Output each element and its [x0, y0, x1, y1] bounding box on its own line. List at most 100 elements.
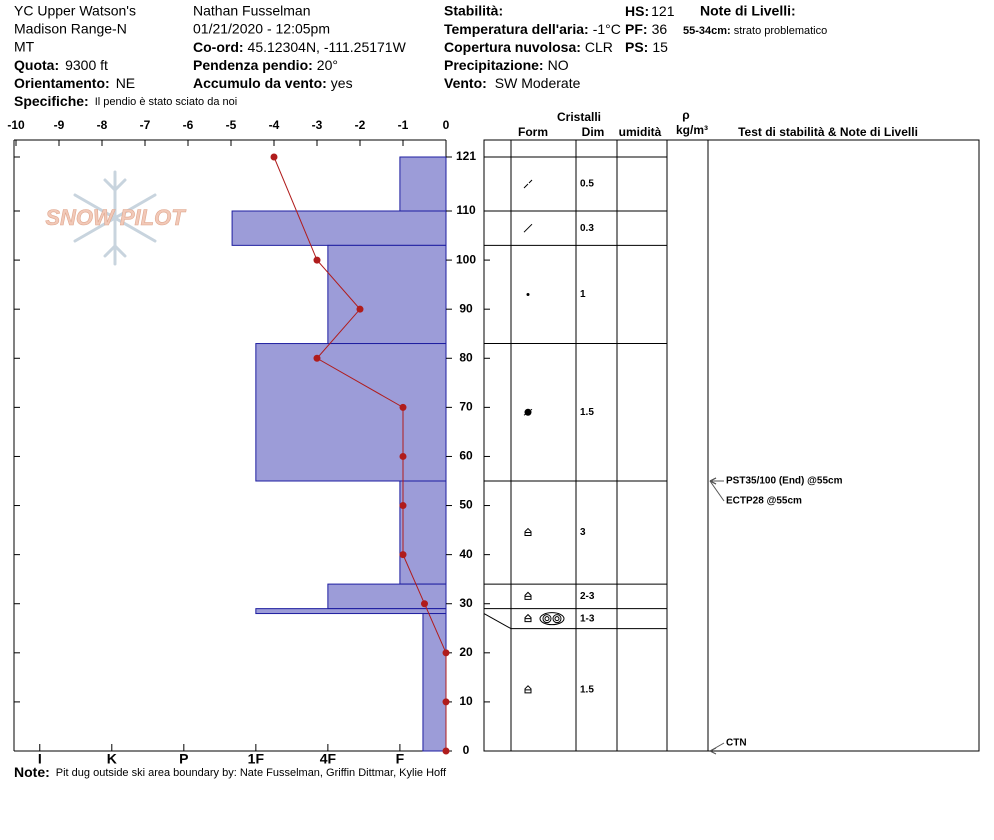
density-header: ρ	[682, 108, 689, 122]
test-arrow-head	[709, 747, 717, 755]
label: PF:	[625, 21, 648, 37]
note: Note: Pit dug outside ski area boundary b…	[14, 764, 447, 780]
hardness-tick-label: F	[396, 751, 405, 767]
hardness-tick-label: I	[38, 751, 42, 767]
table-columns	[510, 140, 709, 751]
hardness-bar	[399, 156, 447, 212]
coords: Co-ord: 45.12304N, -111.25171W	[193, 39, 407, 55]
aspect: Orientamento: NE	[14, 75, 135, 91]
specifics: Specifiche: Il pendio è stato sciato da n…	[14, 93, 237, 109]
grain-form	[524, 613, 532, 623]
label: Accumulo da vento:	[193, 75, 327, 91]
y-tick-label: 121	[456, 149, 476, 163]
label: HS:	[625, 3, 649, 19]
value: -1°C	[593, 21, 621, 37]
value: 121	[651, 3, 675, 19]
grain-form	[523, 408, 533, 416]
grain-size: 0.3	[580, 223, 594, 234]
grain-size: 2-3	[580, 591, 595, 602]
y-tick-label: 10	[459, 694, 473, 708]
label: PS:	[625, 39, 648, 55]
grain-form	[524, 591, 532, 600]
layer-note: 55-34cm: strato problematico	[683, 25, 827, 37]
text: strato problematico	[734, 25, 828, 37]
range: 55-34cm:	[683, 25, 731, 37]
grain-size: 0.5	[580, 179, 594, 190]
grain-form	[552, 614, 562, 624]
hs: HS: 121	[625, 3, 675, 19]
layer-connector	[483, 613, 667, 630]
grain-size: 1.5	[580, 407, 594, 418]
label: Orientamento:	[14, 75, 110, 91]
state: MT	[14, 39, 35, 55]
temperature-point	[399, 403, 407, 411]
grain-form	[523, 179, 533, 189]
hardness-tick-label: K	[107, 751, 117, 767]
x-tick-label: -2	[355, 118, 366, 132]
logo	[73, 170, 157, 266]
value: 20°	[317, 57, 338, 73]
range: Madison Range-N	[14, 21, 127, 37]
test-label: PST35/100 (End) @55cm	[726, 476, 843, 487]
hardness-bar	[231, 210, 447, 246]
hardness-bar	[399, 480, 447, 585]
x-tick-label: -3	[312, 118, 323, 132]
hardness-tick-label: P	[179, 751, 188, 767]
size-header: Dim	[582, 125, 605, 139]
grain-form	[539, 612, 565, 626]
moisture-header: umidità	[619, 125, 662, 139]
test-arrow-head	[709, 477, 717, 485]
table-frame	[483, 139, 980, 752]
y-tick-label: 70	[459, 400, 473, 414]
wind: Vento: SW Moderate	[444, 75, 581, 91]
label: Copertura nuvolosa:	[444, 39, 581, 55]
label: Specifiche:	[14, 93, 89, 109]
elevation: Quota: 9300 ft	[14, 57, 108, 73]
value: 15	[652, 39, 668, 55]
layer-notes-title: Note di Livelli:	[700, 3, 796, 19]
y-tick-label: 100	[456, 252, 476, 266]
temperature-point	[421, 600, 428, 608]
value: yes	[331, 75, 353, 91]
precip: Precipitazione: NO	[444, 57, 569, 73]
temperature-point	[442, 649, 450, 657]
y-tick-label: 90	[459, 301, 473, 315]
hardness-tick-label: 1F	[248, 751, 265, 767]
grain-form	[524, 685, 532, 694]
x-tick-label: -5	[226, 118, 237, 132]
density-unit: kg/m³	[676, 123, 708, 137]
grain-form	[526, 292, 530, 296]
temperature-point	[399, 452, 407, 460]
temperature-point	[399, 502, 407, 510]
hardness-bar	[255, 343, 447, 482]
hardness-bar	[422, 613, 447, 752]
tests-header: Test di stabilità & Note di Livelli	[738, 125, 918, 139]
x-tick-label: -8	[97, 118, 108, 132]
air-temp: Temperatura dell'aria: -1°C	[444, 21, 621, 37]
y-tick-label: 80	[459, 350, 473, 364]
logo-text: SNOW PILOT	[45, 205, 186, 230]
observer: Nathan Fusselman	[193, 3, 311, 19]
test-label: CTN	[726, 738, 747, 749]
text: Pit dug outside ski area boundary by: Na…	[56, 767, 447, 779]
stability: Stabilità:	[444, 3, 503, 19]
y-tick-label: 40	[459, 547, 473, 561]
value: NO	[548, 57, 569, 73]
x-tick-label: -6	[183, 118, 194, 132]
temperature-point	[313, 354, 321, 362]
grain-form	[544, 616, 550, 622]
value: NE	[116, 75, 135, 91]
grain-size: 3	[580, 527, 586, 538]
y-tick-label: 110	[456, 203, 476, 217]
x-tick-label: -10	[7, 118, 25, 132]
temperature-point	[313, 256, 321, 264]
temperature-line	[273, 156, 447, 751]
grains-header: Cristalli	[557, 110, 601, 124]
label: Note:	[14, 764, 50, 780]
grain-form	[554, 616, 560, 622]
label: Quota:	[14, 57, 59, 73]
x-tick-label: -1	[398, 118, 409, 132]
grain-size: 1.5	[580, 684, 594, 695]
hardness-bar	[327, 244, 447, 345]
